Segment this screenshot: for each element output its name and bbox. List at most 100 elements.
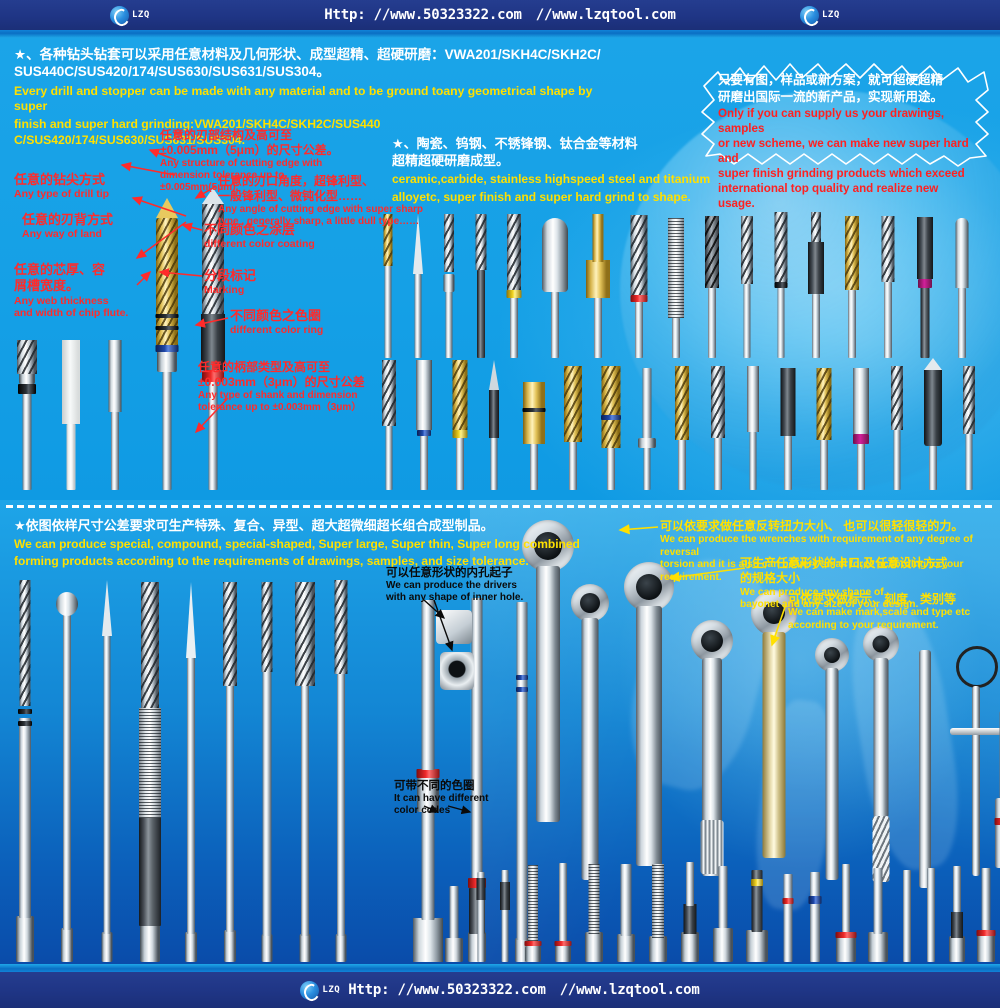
color-band xyxy=(506,290,522,298)
annotation-cn-line: 可带不同的色圈 xyxy=(394,780,475,792)
annotation-en-line: bayonet and any size of your design. xyxy=(740,599,919,611)
marking-band xyxy=(18,721,32,726)
color-band xyxy=(808,896,822,904)
annotation-en-line: We can produce the drivers xyxy=(386,580,517,592)
shank xyxy=(187,656,195,934)
starburst-en-2: or new scheme, we can make new super har… xyxy=(718,136,969,165)
product-probe xyxy=(484,356,504,490)
threaded-body xyxy=(139,708,161,818)
product-implant-part xyxy=(444,862,464,962)
product-implant-abutment xyxy=(946,862,968,962)
flute xyxy=(741,216,753,284)
footer-url-primary[interactable]: Http: //www.50323322.com xyxy=(348,982,546,998)
annotation-en-line: We can produce the wrenches with require… xyxy=(660,534,973,558)
square-shank xyxy=(16,916,34,962)
collar xyxy=(157,346,177,372)
flute xyxy=(383,214,393,266)
threaded-body xyxy=(588,864,600,934)
footer-url-secondary[interactable]: //www.lzqtool.com xyxy=(559,982,700,998)
annotation-inner-hole-driver: 可以任意形状的内孔起子 We can produce the drivers w… xyxy=(386,566,546,604)
shank xyxy=(501,870,509,962)
head xyxy=(523,382,545,444)
base xyxy=(836,936,856,962)
header-url-primary[interactable]: Http: //www.50323322.com xyxy=(324,7,522,23)
marking-band xyxy=(155,326,179,330)
product-slim-wrench xyxy=(812,638,852,888)
product-drill xyxy=(804,212,828,358)
annotation-en-line: Any way of land xyxy=(22,228,102,241)
drill-tip xyxy=(413,214,423,274)
shank xyxy=(784,436,792,490)
color-ring xyxy=(554,941,572,946)
handle-ring xyxy=(956,646,998,688)
color-band xyxy=(417,430,431,436)
head xyxy=(747,366,759,432)
shank xyxy=(208,380,218,490)
product-spring-wrench xyxy=(860,626,902,886)
top-copy-cn-2: SUS440C/SUS420/174/SUS630/SUS631/SUS304。 xyxy=(14,64,330,80)
shank xyxy=(718,866,728,928)
header-urls[interactable]: Http: //www.50323322.com //www.lzqtool.co… xyxy=(324,7,676,23)
starburst-text: 只要有图，样品或新方案，就可超硬超精 研磨出国际一流的新产品，实现新用途。 On… xyxy=(718,72,976,211)
annotation-en-line: We can make mark,scale and type etc xyxy=(788,607,971,619)
wrench-ring xyxy=(571,584,609,622)
shank xyxy=(812,294,820,358)
flute xyxy=(816,368,832,440)
wrench-handle xyxy=(536,566,560,822)
flute xyxy=(711,366,725,438)
product-grid-drills-lower xyxy=(374,356,1000,490)
product-tap xyxy=(614,862,638,962)
shank xyxy=(643,444,651,490)
flute xyxy=(774,212,788,282)
cross-bar xyxy=(950,728,1000,735)
lzq-logo-icon xyxy=(110,5,129,25)
shank xyxy=(958,288,966,358)
wrench-handle xyxy=(825,668,839,880)
product-drill xyxy=(742,356,764,490)
shank xyxy=(635,300,643,358)
shank xyxy=(714,438,722,490)
shank xyxy=(63,614,71,930)
shank xyxy=(301,684,309,936)
annotation-en-line: We can produce any shape of xyxy=(740,586,884,598)
color-band xyxy=(155,345,179,352)
product-implant-abutment xyxy=(974,862,998,962)
flute xyxy=(475,214,487,270)
square-shank xyxy=(61,928,73,962)
square-shank xyxy=(185,932,197,962)
shank xyxy=(927,868,935,962)
product-endmill-long xyxy=(290,580,320,962)
footer-logo: LZQ xyxy=(300,980,340,1000)
annotation-cn-line: 的规格大小 xyxy=(740,571,801,586)
flute xyxy=(881,216,895,282)
shank xyxy=(162,370,172,490)
flute xyxy=(630,215,648,295)
product-implant-part xyxy=(744,862,770,962)
footer-urls[interactable]: Http: //www.50323322.com //www.lzqtool.co… xyxy=(348,982,700,998)
product-drill xyxy=(770,212,792,358)
annotation-en-line: It can have different xyxy=(394,793,489,805)
product-socket-wrench xyxy=(688,620,736,880)
product-row-implant-parts xyxy=(440,862,1000,962)
shank xyxy=(139,816,161,926)
square-shank xyxy=(224,930,236,962)
annotation-cn-line: 分段标记 xyxy=(204,268,257,283)
annotation-en-line: Any type of shank and dimension xyxy=(198,390,358,401)
square-shank xyxy=(299,934,311,962)
head xyxy=(780,368,796,436)
head-tip xyxy=(592,214,604,262)
shank xyxy=(385,426,393,490)
head xyxy=(489,390,499,438)
base xyxy=(949,936,965,962)
header-url-secondary[interactable]: //www.lzqtool.com xyxy=(535,7,676,23)
top-copy-en-1: Every drill and stopper can be made with… xyxy=(14,83,593,113)
head xyxy=(476,878,486,900)
shank xyxy=(421,810,435,920)
color-band xyxy=(452,430,468,438)
product-inner-hole-detail-2 xyxy=(440,652,474,690)
product-drill xyxy=(920,356,946,490)
hex-head xyxy=(413,918,443,962)
base xyxy=(681,932,699,962)
top-copy-block: ★、各种钻头钻套可以采用任意材料及几何形状、成型超精、超硬研磨：VWA201/S… xyxy=(14,46,614,148)
annotation-en-line: different color ring xyxy=(230,324,324,337)
